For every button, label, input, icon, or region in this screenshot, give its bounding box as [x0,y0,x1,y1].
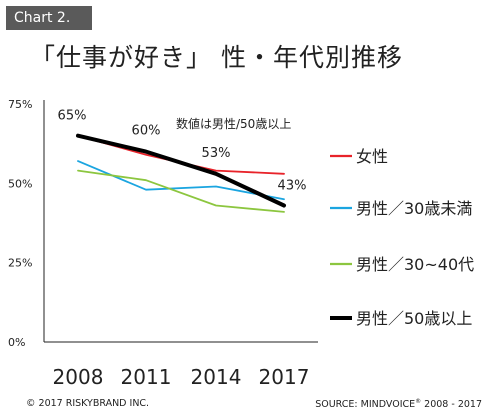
x-tick-label: 2014 [191,365,242,389]
data-label: 43% [278,179,307,194]
data-label: 60% [132,124,161,139]
source-suffix: 2008 - 2017 [421,399,482,411]
chart-annotation: 数値は男性/50歳以上 [176,116,291,131]
legend-label: 男性／30歳未満 [356,199,472,218]
source-prefix: SOURCE: MINDVOICE [315,399,416,411]
x-tick-label: 2011 [121,365,172,389]
y-tick-label: 50% [8,177,32,190]
x-tick-label: 2017 [259,365,310,389]
chart-title: 「仕事が好き」 性・年代別推移 [30,43,403,72]
y-tick-label: 25% [8,257,32,270]
y-tick-label: 0% [8,336,25,349]
legend-label: 男性／30~40代 [356,255,474,274]
data-label: 65% [58,109,87,124]
chart-number-badge: Chart 2. [6,6,92,30]
series-line-3 [76,133,286,208]
source-text: SOURCE: MINDVOICE® 2008 - 2017 [315,398,482,410]
registered-mark: ® [415,398,422,405]
y-tick-label: 75% [8,98,32,111]
x-tick-label: 2008 [53,365,104,389]
legend-label: 女性 [356,147,388,166]
data-label: 53% [202,146,231,161]
series-line-2 [77,169,285,213]
legend-label: 男性／50歳以上 [356,309,472,328]
copyright-text: © 2017 RISKYBRAND INC. [26,398,150,409]
